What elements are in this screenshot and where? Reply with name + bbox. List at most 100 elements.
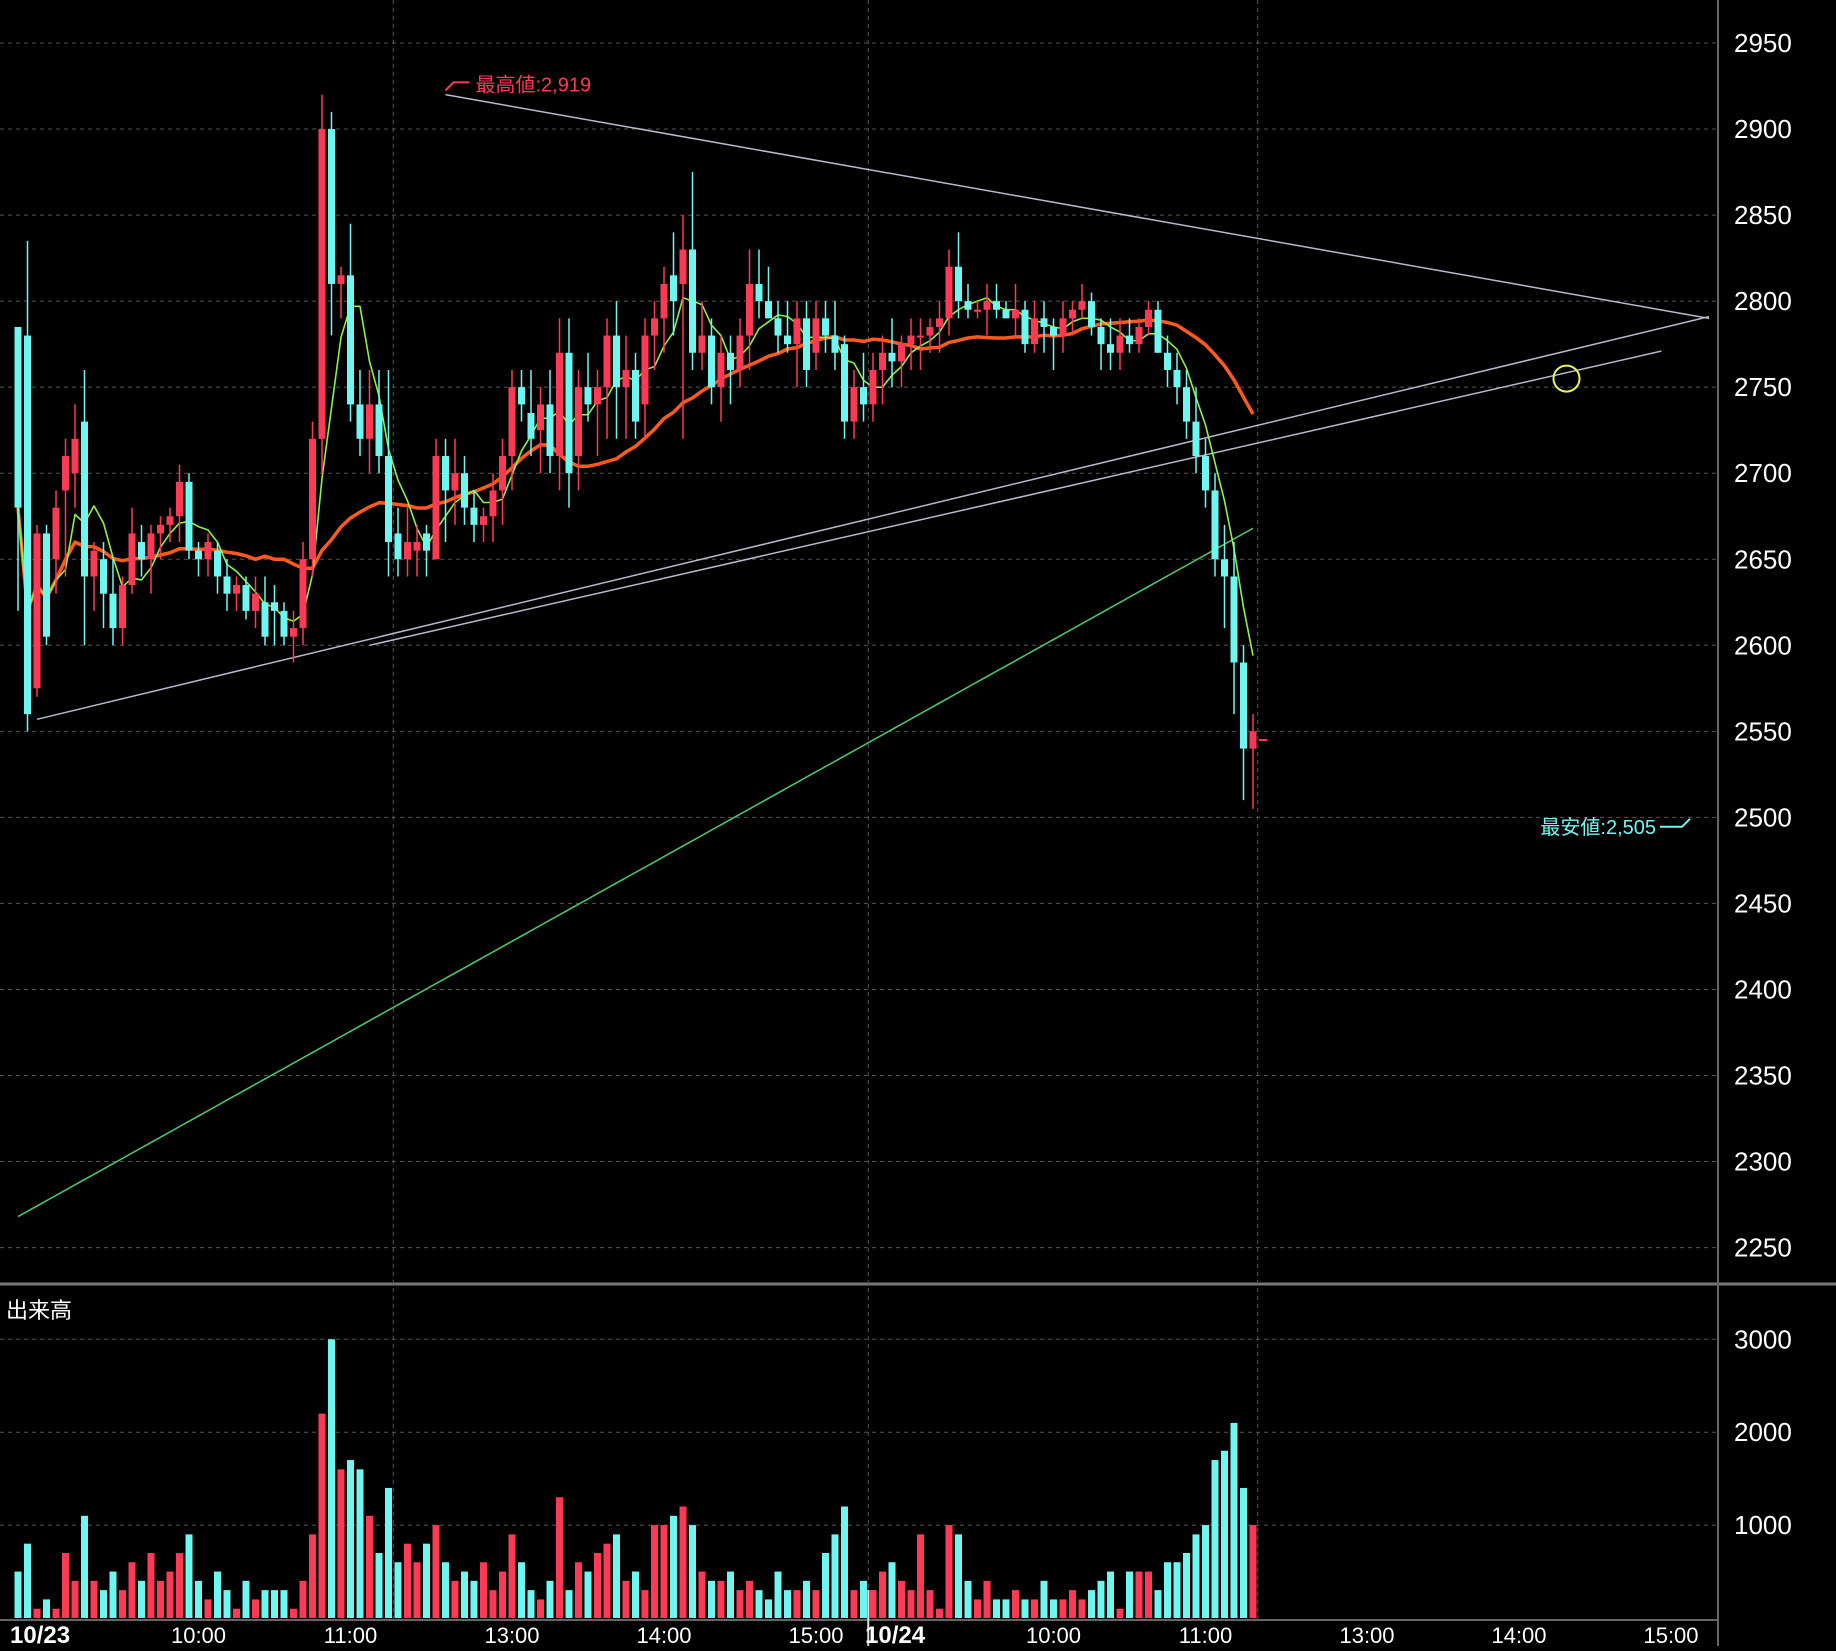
candle-body	[822, 318, 829, 336]
time-tick-label: 11:00	[1179, 1623, 1232, 1646]
time-tick-label: 10:00	[1026, 1623, 1081, 1646]
volume-bar	[451, 1580, 459, 1618]
volume-bar	[641, 1590, 649, 1618]
candle-body	[1230, 576, 1238, 663]
volume-bar	[945, 1525, 953, 1618]
volume-bar	[1164, 1562, 1171, 1618]
volume-bar	[1202, 1525, 1209, 1618]
candle-body	[1040, 318, 1048, 327]
candle-body	[727, 352, 734, 370]
volume-bar	[1088, 1590, 1095, 1618]
candle-body	[679, 249, 687, 284]
price-tick-label: 2550	[1734, 716, 1792, 746]
volume-bar	[470, 1580, 478, 1618]
volume-bar	[1116, 1608, 1124, 1618]
candle-body	[432, 456, 440, 560]
volume-bar	[736, 1590, 744, 1618]
volume-bars	[14, 1339, 1257, 1618]
volume-bar	[119, 1590, 126, 1618]
trendlines	[36, 93, 1710, 721]
volume-bar	[1126, 1571, 1133, 1618]
candle-body	[290, 628, 297, 637]
candle-body	[1050, 326, 1057, 336]
volume-bar	[1173, 1562, 1181, 1618]
volume-bar	[62, 1552, 69, 1618]
candle-body	[138, 542, 145, 560]
ma-mid-line	[16, 318, 1255, 613]
price-tick-label: 2450	[1734, 888, 1792, 918]
candle-body	[594, 387, 601, 405]
candle-body	[689, 249, 696, 353]
time-tick-label: 13:00	[484, 1623, 539, 1646]
date-label: 10/24	[865, 1622, 926, 1646]
candle-body	[1059, 318, 1067, 336]
candle-body	[442, 456, 449, 491]
candle-body	[1221, 559, 1228, 577]
candle-body	[1240, 662, 1247, 749]
price-tick-label: 2900	[1734, 114, 1792, 144]
volume-bar	[413, 1562, 421, 1618]
volume-bar	[309, 1534, 316, 1618]
price-tick-label: 2400	[1734, 974, 1792, 1004]
price-tick-label: 2600	[1734, 630, 1792, 660]
candle-body	[1202, 456, 1209, 491]
volume-bar	[385, 1487, 392, 1618]
volume-bar	[594, 1552, 601, 1618]
highlight-circle	[1552, 364, 1581, 393]
volume-bar	[480, 1562, 487, 1618]
low-annotation-arrow	[1660, 818, 1691, 828]
volume-bar	[508, 1534, 516, 1618]
volume-bar	[280, 1590, 288, 1618]
volume-bar	[290, 1608, 297, 1618]
candle-body	[888, 352, 896, 362]
volume-bar	[195, 1580, 202, 1618]
volume-bar	[898, 1580, 905, 1618]
candle-body	[774, 318, 782, 336]
volume-bar	[850, 1590, 858, 1618]
volume-bar	[689, 1525, 696, 1618]
volume-bar	[356, 1469, 364, 1618]
volume-tick-label: 2000	[1734, 1417, 1792, 1447]
candle-body	[413, 542, 421, 551]
candle-body	[252, 593, 259, 611]
volume-bar	[328, 1339, 335, 1618]
axes: 2250 2300 2350 2400 2450 2500 2550 2600 2650 2700…	[6, 28, 1792, 1649]
volume-bar	[24, 1543, 31, 1618]
volume-bar	[527, 1590, 535, 1618]
volume-bar	[679, 1506, 687, 1618]
candle-body	[499, 456, 506, 491]
time-tick-label: 15:00	[788, 1623, 843, 1646]
candle-body	[337, 275, 345, 284]
price-tick-label: 2700	[1734, 458, 1792, 488]
volume-bar	[404, 1543, 411, 1618]
volume-bar	[603, 1543, 611, 1618]
volume-bar	[955, 1534, 962, 1618]
candle-body	[385, 456, 392, 543]
candle-body	[860, 387, 867, 405]
candle-body	[119, 585, 126, 629]
candle-body	[24, 335, 31, 715]
volume-bar	[1097, 1580, 1105, 1618]
candle-body	[43, 533, 50, 637]
candle-body	[1145, 309, 1152, 327]
volume-tick-label: 1000	[1734, 1510, 1792, 1540]
candle-body	[271, 602, 278, 611]
candle-body	[470, 507, 478, 525]
candle-body	[1249, 731, 1257, 749]
volume-bar	[546, 1580, 554, 1618]
candle-body	[898, 344, 905, 362]
volume-bar	[81, 1515, 88, 1618]
volume-bar	[71, 1580, 79, 1618]
candle-body	[328, 129, 335, 284]
trendline	[36, 315, 1710, 721]
volume-bar	[366, 1515, 373, 1618]
candle-body	[622, 369, 630, 388]
candle-body	[451, 473, 459, 491]
volume-bar	[1021, 1599, 1029, 1618]
candle-body	[613, 335, 620, 388]
volume-bar	[100, 1590, 107, 1618]
volume-bar	[1221, 1450, 1228, 1618]
annotations: 最高値:2,919 最安値:2,505	[444, 73, 1691, 839]
volume-bar	[974, 1599, 981, 1618]
